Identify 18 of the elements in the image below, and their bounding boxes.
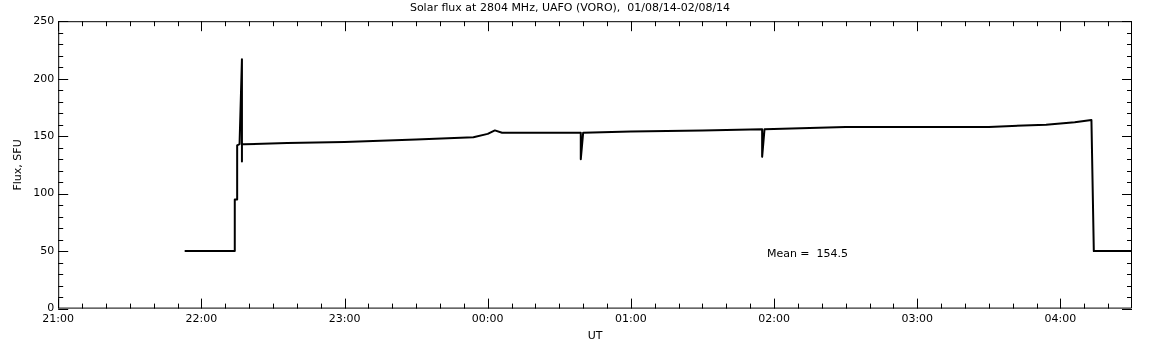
x-tick-label: 22:00 [185,312,218,326]
y-tick-label: 250 [33,14,55,28]
y-axis-title: Flux, SFU [11,139,25,191]
x-tick-label: 04:00 [1044,312,1077,326]
x-tick-label: 21:00 [42,312,75,326]
x-axis-title: UT [587,329,603,343]
annotation: Mean = 154.5 [766,246,849,260]
x-tick-label: 01:00 [615,312,647,326]
y-tick-label: 0 [47,301,55,315]
y-tick-label: 200 [33,71,55,85]
y-tick-label: 50 [40,243,55,257]
x-tick-label: 03:00 [901,312,934,326]
y-tick-label: 100 [33,186,55,200]
x-tick-label: 00:00 [471,312,504,326]
y-tick-label: 150 [33,129,55,143]
chart-title: Solar flux at 2804 MHz, UAFO (VORO), 01/08/14-02/08/14 [409,1,731,15]
x-tick-label: 02:00 [758,312,790,326]
x-tick-label: 23:00 [328,312,361,326]
